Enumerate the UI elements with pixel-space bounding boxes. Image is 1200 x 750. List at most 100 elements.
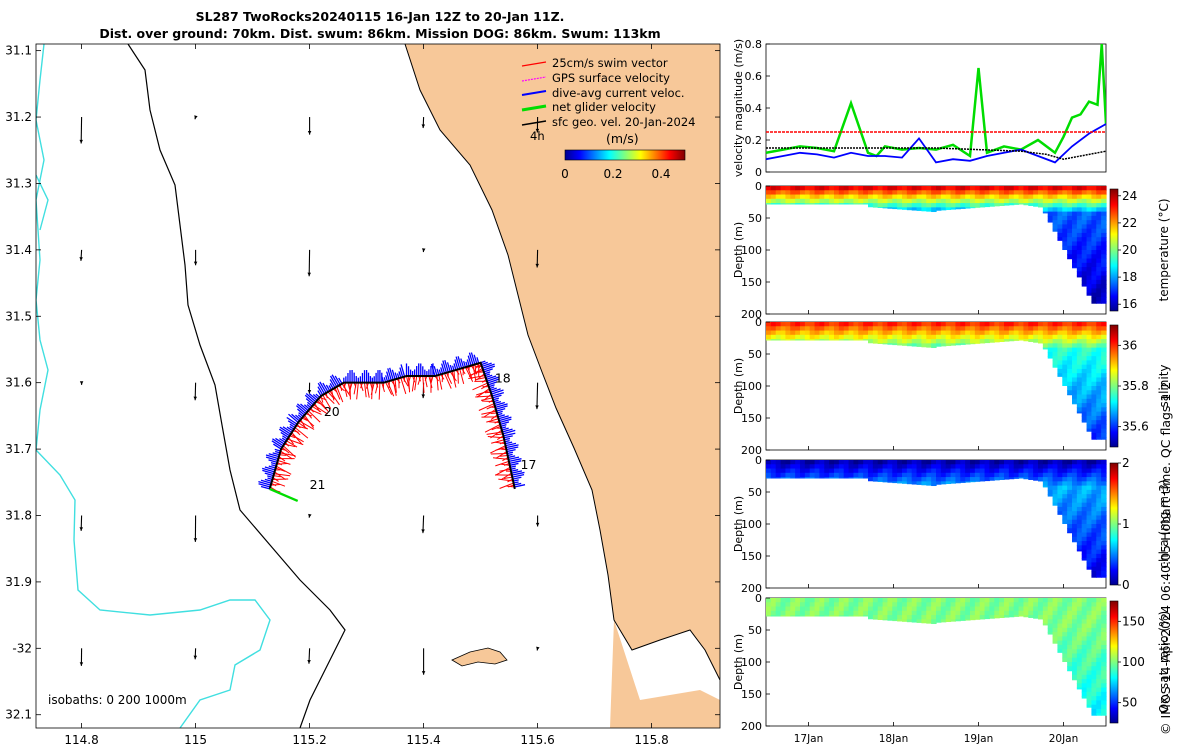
salinity-cell [863, 322, 869, 327]
chla-cell [1067, 511, 1073, 517]
salinity-cell [843, 339, 850, 341]
chla-cell [1052, 477, 1059, 482]
chla-cell [1067, 485, 1073, 491]
temperature-cell [1096, 207, 1102, 213]
temperature-colorbar-tick-label: 24 [1122, 189, 1137, 203]
oxygen-cell [1076, 644, 1083, 650]
chla-cell [945, 460, 952, 465]
oxygen-cell [960, 606, 966, 612]
salinity-cell [936, 330, 942, 336]
salinity-cell [926, 343, 932, 348]
temperature-cell [1062, 241, 1068, 247]
chla-cell [979, 477, 986, 482]
chla-cell [1096, 566, 1102, 572]
chla-cell [1086, 541, 1093, 546]
oxygen-cell [940, 619, 947, 623]
salinity-cell [1091, 360, 1097, 366]
chla-cell [1096, 502, 1102, 508]
oxygen-cell [1096, 666, 1102, 672]
chla-cell [936, 477, 942, 482]
swim-vector [500, 472, 512, 481]
chla-cell [1057, 494, 1063, 499]
oxygen-cell [1067, 623, 1073, 629]
salinity-cell [824, 339, 830, 341]
oxygen-cell [926, 598, 932, 603]
temperature-cell [1081, 190, 1088, 196]
oxygen-cell [1081, 683, 1088, 689]
current-vector [508, 458, 522, 463]
oxygen-cell [1057, 615, 1063, 620]
oxygen-cell [1018, 606, 1025, 612]
salinity-cell [770, 334, 777, 340]
chla-cell [974, 477, 981, 482]
oxygen-cell [1086, 662, 1093, 667]
oxygen-cell [829, 598, 835, 603]
salinity-cell [848, 330, 855, 336]
chla-cell [1086, 477, 1093, 482]
temperature-cell [897, 207, 903, 210]
chla-cell [1033, 464, 1039, 470]
chla-cell [834, 477, 840, 479]
salinity-cell [1008, 326, 1015, 332]
salinity-cell [1096, 326, 1102, 332]
salinity-cell [1086, 411, 1093, 417]
swim-vector [483, 408, 497, 418]
chla-cell [955, 481, 961, 484]
oxygen-cell [1076, 687, 1083, 690]
oxygen-cell [1086, 691, 1093, 697]
chla-cell [829, 472, 835, 478]
swim-vector [394, 379, 397, 393]
temperature-cell [1067, 241, 1073, 247]
swim-vector [378, 382, 381, 400]
chla-cell [887, 477, 893, 482]
chla-cell [863, 472, 869, 478]
oxygen-cell [892, 602, 898, 608]
temperature-cell [766, 186, 772, 191]
chla-cell [936, 481, 942, 485]
chla-cell [1072, 511, 1078, 517]
salinity-cell [868, 330, 874, 336]
oxygen-cell [989, 598, 995, 603]
temperature-cell [1081, 258, 1088, 264]
oxygen-cell [800, 615, 806, 617]
temperature-y-tick-label: 150 [741, 276, 762, 289]
oxygen-cell [872, 598, 879, 603]
temperature-cell [1081, 220, 1088, 225]
chla-cell [1081, 558, 1088, 561]
temperature-cell [1042, 198, 1049, 204]
chla-cell [1062, 506, 1068, 512]
chla-cell [858, 464, 864, 470]
swim-vector [457, 369, 459, 384]
temperature-cell [955, 194, 961, 200]
oxygen-cell [1072, 606, 1078, 612]
chla-cell [1096, 570, 1102, 576]
chla-cell [785, 477, 791, 479]
salinity-cell [1067, 347, 1073, 353]
salinity-cell [902, 322, 908, 327]
chla-cell [1076, 515, 1083, 521]
salinity-cell [1081, 403, 1088, 408]
chla-cell [848, 468, 855, 474]
temperature-cell [989, 186, 995, 191]
oxygen-cell [897, 610, 903, 616]
current-vector [329, 379, 336, 389]
oxygen-cell [906, 606, 913, 612]
salinity-cell [1057, 360, 1063, 366]
oxygen-cell [1076, 679, 1083, 684]
temperature-cell [790, 186, 796, 191]
oxygen-cell [974, 602, 981, 608]
oxygen-cell [1101, 683, 1107, 689]
salinity-cell [1096, 411, 1102, 417]
chla-cell [994, 477, 1000, 481]
current-vector [508, 456, 520, 461]
chla-cell [1072, 477, 1078, 482]
chla-cell [1004, 460, 1010, 465]
chla-cell [1067, 519, 1073, 525]
oxygen-cell [1076, 636, 1083, 642]
salinity-cell [902, 334, 908, 340]
oxygen-cell [950, 619, 957, 622]
current-vector [264, 466, 276, 471]
chla-cell [916, 481, 923, 485]
salinity-cell [1091, 322, 1097, 327]
